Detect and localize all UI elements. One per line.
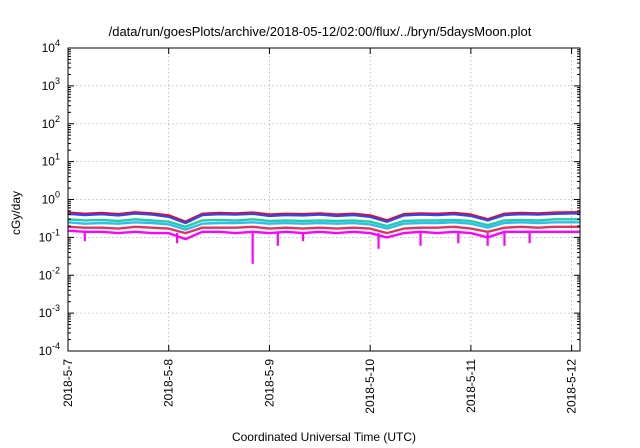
y-tick-label: 104	[42, 38, 60, 55]
data-series-line	[67, 229, 580, 241]
plot-area	[67, 211, 580, 264]
y-tick-label: 10-4	[39, 341, 60, 358]
x-axis-ticks: 2018-5-7 2018-5-8 2018-5-9 2018-5-10 2018-5-…	[61, 48, 579, 414]
data-series-line	[67, 218, 580, 229]
y-axis-ticks: 10-4 10-3 10-2 10-1 100 101 102 103 104	[39, 38, 580, 358]
chart-title: /data/run/goesPlots/archive/2018-05-12/0…	[109, 24, 532, 39]
x-tick-label: 2018-5-9	[262, 359, 276, 407]
grid	[67, 47, 580, 352]
x-tick-label: 2018-5-7	[61, 359, 75, 407]
data-series-line	[67, 225, 580, 235]
y-tick-label: 102	[42, 114, 60, 131]
y-tick-label: 10-2	[39, 265, 60, 282]
x-axis-label: Coordinated Universal Time (UTC)	[232, 430, 416, 444]
y-tick-label: 100	[42, 190, 60, 207]
y-axis-label: cGy/day	[9, 191, 23, 235]
y-tick-label: 103	[42, 76, 60, 93]
x-tick-label: 2018-5-11	[464, 359, 478, 413]
data-series-line	[67, 221, 580, 231]
y-tick-label: 101	[42, 152, 60, 169]
y-tick-label: 10-1	[39, 227, 60, 244]
x-tick-label: 2018-5-10	[363, 359, 377, 414]
data-series-line	[67, 212, 580, 225]
y-tick-label: 10-3	[39, 303, 60, 320]
x-tick-label: 2018-5-12	[565, 359, 579, 414]
x-tick-label: 2018-5-8	[162, 359, 176, 407]
